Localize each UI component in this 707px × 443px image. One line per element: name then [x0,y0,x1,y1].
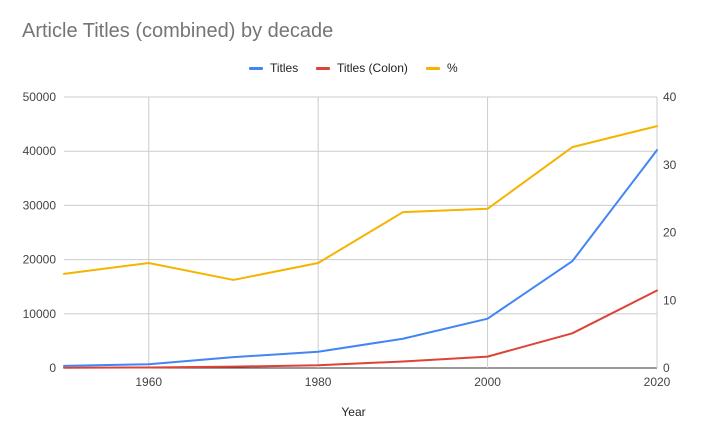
data-point-series-0 [487,318,489,320]
data-point-series-1 [402,360,404,362]
data-point-series-0 [148,363,150,365]
x-tick-label: 2000 [474,375,501,389]
legend-item-titles: Titles [249,60,298,76]
y2-tick-label: 30 [663,158,677,172]
data-point-series-1 [656,289,658,291]
x-tick-label: 1960 [135,375,162,389]
data-point-series-2 [232,279,234,281]
x-tick-label: 2020 [644,375,671,389]
y-tick-label: 0 [49,361,56,375]
data-point-series-0 [63,365,65,367]
y-tick-label: 10000 [23,307,57,321]
y2-tick-label: 0 [663,361,670,375]
data-point-series-2 [63,273,65,275]
y2-tick-label: 40 [663,90,677,104]
data-point-series-2 [402,211,404,213]
legend-item-percent: % [426,60,458,76]
series-line-2 [63,125,658,281]
legend-label-percent: % [447,61,458,75]
legend: Titles Titles (Colon) % [0,60,707,76]
legend-label-titles-colon: Titles (Colon) [337,61,408,75]
legend-label-titles: Titles [270,61,299,75]
y-tick-label: 40000 [23,144,57,158]
chart-title: Article Titles (combined) by decade [22,20,334,42]
y-tick-label: 30000 [23,198,57,212]
y2-tick-label: 10 [663,293,677,307]
data-point-series-1 [63,367,65,369]
legend-swatch-titles [249,66,263,70]
data-point-series-2 [571,146,573,148]
data-point-series-1 [571,332,573,334]
x-axis-label: Year [341,405,366,419]
y-tick-label: 50000 [23,90,57,104]
series-line-1 [63,289,658,369]
data-point-series-0 [571,260,573,262]
y-tick-label: 20000 [23,253,57,267]
data-point-series-1 [487,356,489,358]
data-point-series-1 [232,366,234,368]
y2-tick-label: 20 [663,226,677,240]
legend-swatch-percent [426,66,440,70]
data-point-series-0 [232,356,234,358]
data-point-series-0 [656,149,658,151]
data-point-series-2 [487,208,489,210]
data-point-series-1 [148,366,150,368]
data-point-series-2 [148,262,150,264]
legend-item-titles-colon: Titles (Colon) [316,60,408,76]
data-point-series-1 [317,364,319,366]
x-tick-label: 1980 [305,375,332,389]
legend-swatch-titles-colon [316,66,330,70]
series-line-0 [63,149,658,367]
data-point-series-0 [402,338,404,340]
data-point-series-2 [317,262,319,264]
data-point-series-0 [317,351,319,353]
data-point-series-2 [656,125,658,127]
